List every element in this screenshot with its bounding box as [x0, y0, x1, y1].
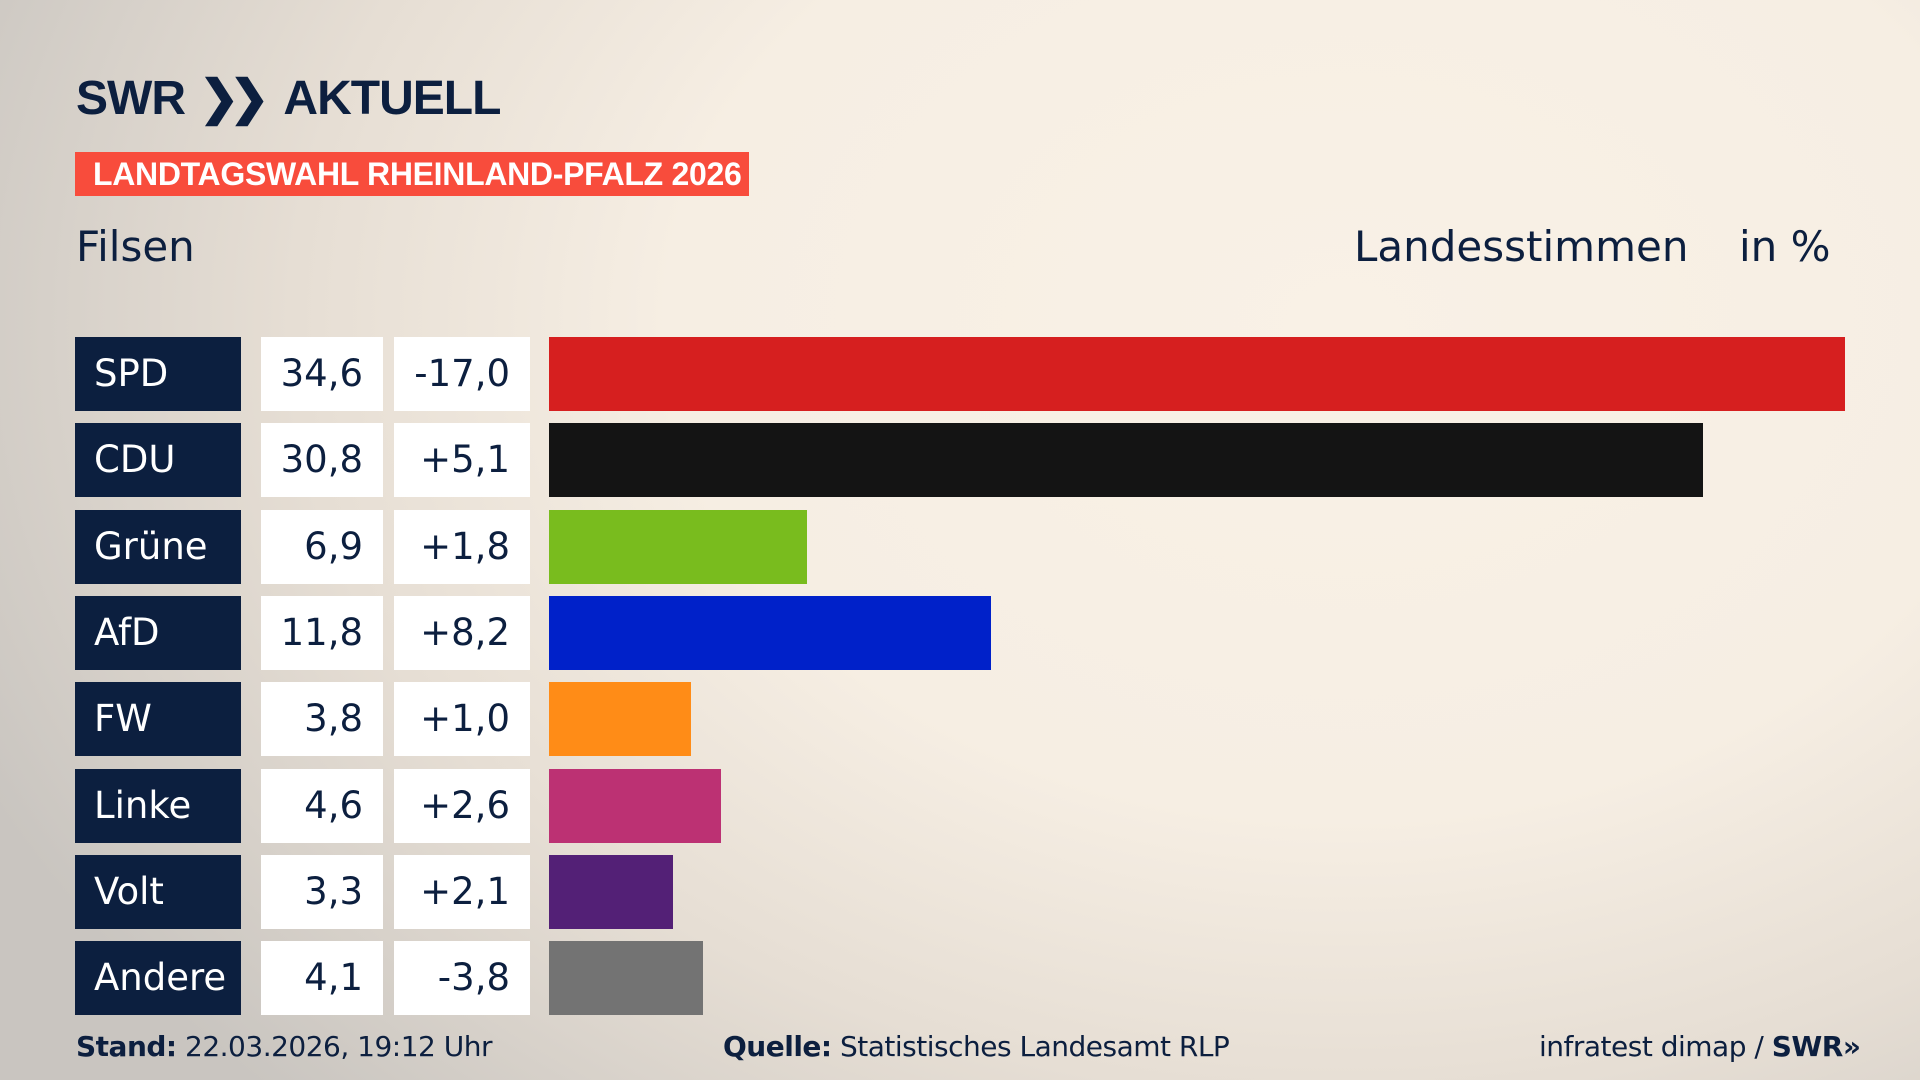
logo-swr: SWR [76, 71, 186, 125]
value-label: 30,8 [261, 423, 383, 498]
party-label: Andere [75, 941, 241, 1016]
bar-spd [549, 337, 1845, 411]
party-label: Volt [75, 854, 241, 929]
bar-afd [549, 595, 991, 670]
chevron-icon: ❯❯ [198, 72, 270, 125]
value-label: 4,6 [261, 768, 383, 843]
value-label: 3,8 [261, 682, 383, 757]
source-value: Statistisches Landesamt RLP [840, 1030, 1230, 1063]
source-label: Quelle: [723, 1030, 832, 1063]
stand-value: 22.03.2026, 19:12 Uhr [185, 1030, 492, 1063]
diff-label: +5,1 [394, 423, 530, 498]
diff-label: +2,1 [394, 854, 530, 929]
unit-label: in % [1739, 222, 1831, 271]
footer-source: Quelle: Statistisches Landesamt RLP [723, 1030, 1230, 1063]
bar-cdu [549, 423, 1703, 498]
credit-text: infratest dimap / [1539, 1030, 1764, 1063]
diff-label: +1,8 [394, 509, 530, 584]
party-label: SPD [75, 337, 241, 411]
value-label: 34,6 [261, 337, 383, 411]
logo-aktuell: AKTUELL [283, 71, 501, 125]
diff-label: -3,8 [394, 941, 530, 1016]
footer-stand: Stand: 22.03.2026, 19:12 Uhr [76, 1030, 492, 1063]
diff-label: +1,0 [394, 682, 530, 757]
value-label: 4,1 [261, 941, 383, 1016]
election-banner: LANDTAGSWAHL RHEINLAND-PFALZ 2026 [75, 152, 749, 196]
bar-fw [549, 682, 692, 757]
measure-label: Landesstimmen [1354, 222, 1689, 271]
bar-linke [549, 768, 722, 843]
party-label: Grüne [75, 509, 241, 584]
bar-andere [549, 941, 703, 1016]
value-label: 6,9 [261, 509, 383, 584]
party-label: AfD [75, 595, 241, 670]
footer-credit: infratest dimap / SWR» [1539, 1030, 1861, 1063]
party-label: Linke [75, 768, 241, 843]
party-label: CDU [75, 423, 241, 498]
diff-label: +2,6 [394, 768, 530, 843]
party-label: FW [75, 682, 241, 757]
value-label: 3,3 [261, 854, 383, 929]
bar-grüne [549, 509, 808, 584]
place-title: Filsen [76, 222, 195, 271]
value-label: 11,8 [261, 595, 383, 670]
swr-small-logo: SWR» [1771, 1030, 1861, 1063]
bar-volt [549, 854, 673, 929]
diff-label: -17,0 [394, 337, 530, 411]
diff-label: +8,2 [394, 595, 530, 670]
swr-aktuell-logo: SWR ❯❯ AKTUELL [76, 70, 501, 126]
stand-label: Stand: [76, 1030, 177, 1063]
